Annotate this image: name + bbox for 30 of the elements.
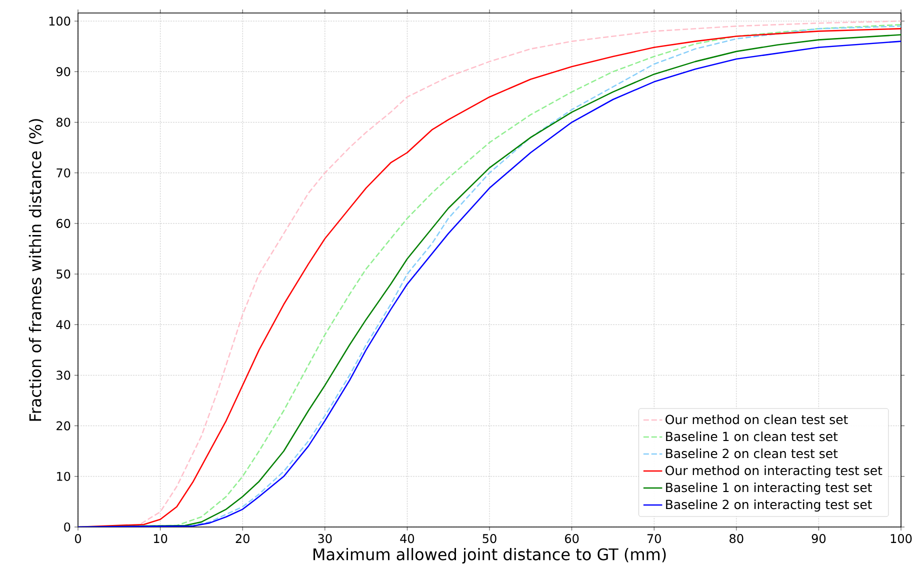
- y-tick-label: 20: [56, 421, 70, 430]
- legend-label: Baseline 1 on interacting test set: [666, 482, 872, 495]
- y-tick-label: 30: [56, 370, 70, 380]
- x-tick-label: 0: [74, 534, 82, 544]
- x-axis-title: Maximum allowed joint distance to GT (mm): [314, 548, 666, 564]
- y-tick-label: 70: [56, 168, 70, 178]
- x-tick-label: 50: [482, 534, 496, 544]
- x-tick-label: 70: [647, 534, 661, 544]
- x-tick-label: 30: [318, 534, 332, 544]
- legend-label: Baseline 1 on clean test set: [666, 432, 838, 442]
- legend-label: Our method on clean test set: [666, 414, 848, 424]
- legend-label: Our method on interacting test set: [666, 466, 882, 478]
- x-tick-label: 20: [236, 534, 250, 544]
- y-tick-label: 0: [64, 522, 70, 532]
- y-tick-label: 100: [49, 16, 70, 26]
- legend-label: Baseline 2 on interacting test set: [666, 500, 872, 512]
- y-tick-label: 60: [56, 218, 70, 228]
- y-axis-title: Fraction of frames within distance (%): [28, 119, 44, 421]
- x-tick-label: 10: [154, 534, 168, 544]
- x-tick-label: 90: [812, 534, 826, 544]
- y-tick-label: 40: [56, 320, 70, 330]
- y-tick-label: 90: [56, 67, 70, 76]
- y-tick-label: 50: [56, 270, 70, 279]
- legend-label: Baseline 2 on clean test set: [666, 448, 838, 458]
- x-tick-label: 60: [565, 534, 579, 544]
- y-tick-label: 80: [56, 118, 70, 127]
- y-tick-label: 10: [57, 472, 70, 481]
- x-tick-label: 80: [730, 534, 744, 544]
- x-tick-label: 40: [400, 534, 414, 544]
- x-tick-label: 100: [890, 534, 912, 544]
